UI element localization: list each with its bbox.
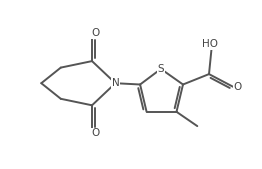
Text: N: N	[112, 78, 119, 88]
Text: HO: HO	[202, 39, 218, 49]
Text: O: O	[92, 28, 100, 38]
Text: O: O	[92, 128, 100, 138]
Text: S: S	[157, 64, 164, 74]
Text: O: O	[233, 82, 242, 92]
